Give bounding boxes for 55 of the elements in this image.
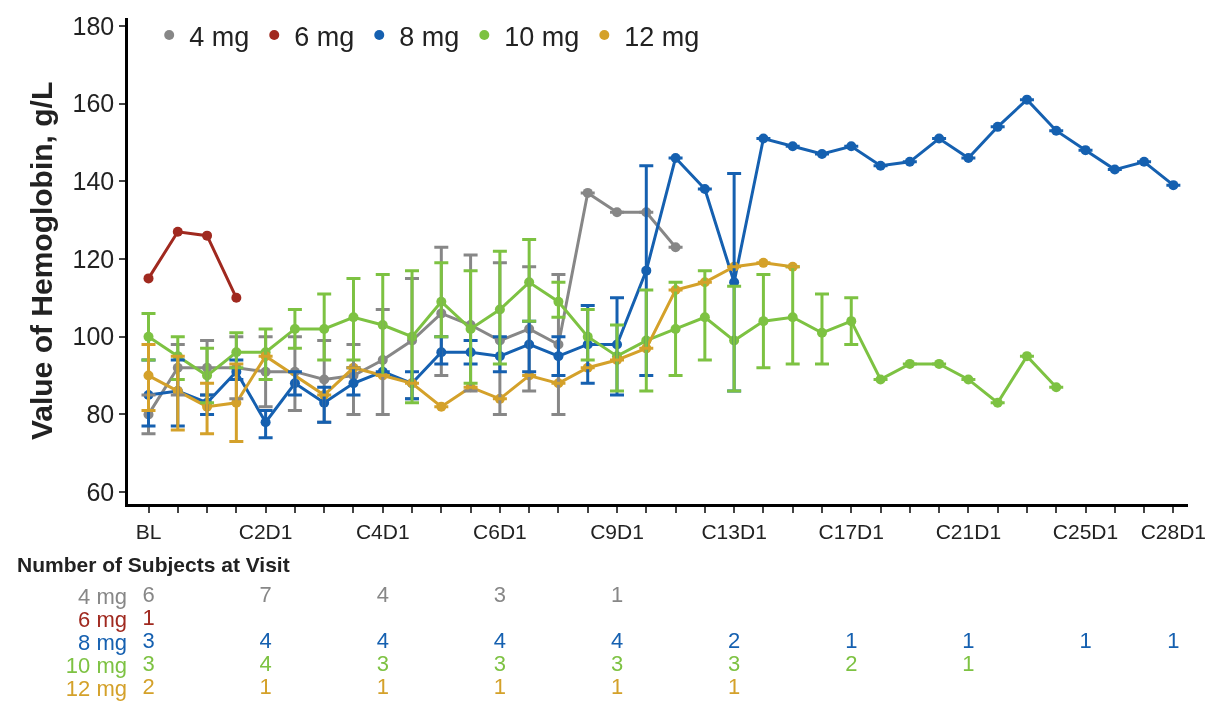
y-tick-label: 80 bbox=[86, 400, 115, 429]
data-label: 6 bbox=[142, 581, 155, 607]
data-label: 1 bbox=[962, 627, 975, 653]
y-tick-label: 140 bbox=[72, 166, 115, 195]
x-tick-label: C17D1 bbox=[818, 519, 884, 543]
y-axis-title: Value of Hemoglobin, g/L bbox=[24, 81, 58, 441]
data-label: 2 bbox=[845, 650, 858, 676]
legend-label: 4 mg bbox=[189, 21, 250, 52]
chart-title: Number of Subjects at Visit bbox=[17, 553, 290, 576]
data-label: 1 bbox=[493, 673, 507, 699]
x-tick-label: C13D1 bbox=[701, 519, 767, 543]
x-tick-label: C6D1 bbox=[473, 519, 527, 543]
data-label: 1 bbox=[1167, 627, 1180, 653]
x-tick-label: C2D1 bbox=[238, 519, 293, 543]
data-label: 3 bbox=[376, 650, 389, 676]
y-tick-label: 160 bbox=[72, 89, 115, 118]
y-tick-label: 180 bbox=[72, 11, 115, 40]
y-tick-label: 120 bbox=[72, 244, 115, 273]
data-label: 4 bbox=[376, 581, 389, 607]
data-label: 1 bbox=[376, 673, 389, 699]
legend-label: 10 mg bbox=[504, 21, 580, 52]
data-label: 4 bbox=[493, 627, 507, 653]
legend-label: 12 mg bbox=[624, 21, 700, 52]
x-tick-label: C9D1 bbox=[590, 519, 644, 543]
legend-label: 6 mg bbox=[294, 21, 355, 52]
x-tick-label: BL bbox=[135, 519, 162, 543]
data-label: 3 bbox=[728, 650, 741, 676]
data-label: 1 bbox=[610, 581, 624, 607]
data-label: 2 bbox=[142, 673, 155, 699]
data-label: 1 bbox=[259, 673, 272, 699]
x-tick-label: C25D1 bbox=[1052, 519, 1119, 543]
x-tick-label: C21D1 bbox=[935, 519, 1002, 543]
data-label: 3 bbox=[493, 581, 507, 607]
data-label: 1 bbox=[962, 650, 975, 676]
data-label: 4 bbox=[376, 627, 389, 653]
x-tick-label: C4D1 bbox=[355, 519, 410, 543]
data-label: 3 bbox=[610, 650, 624, 676]
data-label: 1 bbox=[845, 627, 858, 653]
data-label: 7 bbox=[259, 581, 272, 607]
data-label: 4 bbox=[259, 627, 272, 653]
data-label: 4 bbox=[610, 627, 624, 653]
data-label: 2 bbox=[728, 627, 741, 653]
y-tick-label: 60 bbox=[86, 477, 115, 506]
x-tick-label: C28D1 bbox=[1140, 519, 1207, 543]
data-label: 3 bbox=[142, 627, 155, 653]
data-label: 4 bbox=[259, 650, 272, 676]
data-label: 1 bbox=[142, 604, 155, 630]
data-label: 1 bbox=[610, 673, 624, 699]
data-label: 3 bbox=[142, 650, 155, 676]
y-tick-label: 4 mg bbox=[78, 584, 127, 610]
data-label: 1 bbox=[1079, 627, 1092, 653]
y-tick-label: 100 bbox=[72, 322, 115, 351]
data-label: 1 bbox=[728, 673, 741, 699]
data-label: 3 bbox=[493, 650, 507, 676]
legend-label: 8 mg bbox=[399, 21, 460, 52]
